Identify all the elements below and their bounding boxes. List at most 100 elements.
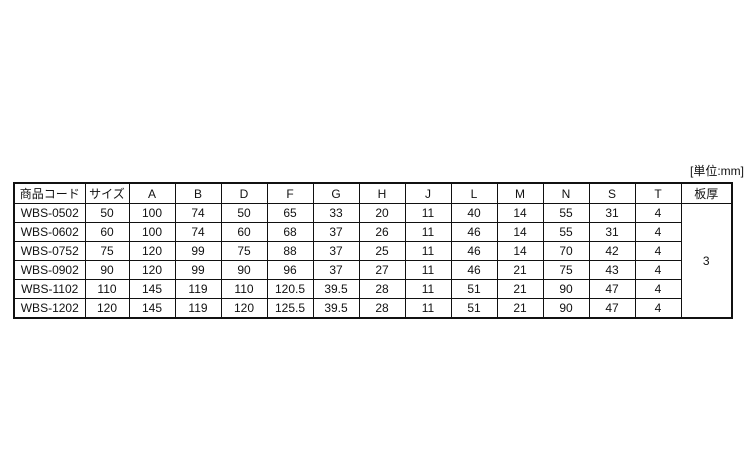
unit-label: [単位:mm] (690, 164, 744, 178)
table-cell: 42 (588, 241, 636, 261)
table-cell: 11 (404, 203, 452, 223)
table-cell: 11 (404, 298, 452, 319)
table-cell: 119 (174, 279, 222, 299)
table-cell: 145 (128, 279, 176, 299)
product-code-cell: WBS-0502 (13, 203, 86, 223)
table-cell: 43 (588, 260, 636, 280)
table-cell: 99 (174, 260, 222, 280)
table-cell: 4 (634, 298, 682, 319)
header-m: M (496, 182, 544, 204)
table-cell: 99 (174, 241, 222, 261)
plate-thickness-cell: 3 (680, 203, 733, 319)
table-cell: 68 (266, 222, 314, 242)
table-cell: 14 (496, 222, 544, 242)
header-j: J (404, 182, 452, 204)
table-cell: 74 (174, 203, 222, 223)
table-cell: 31 (588, 203, 636, 223)
table-cell: 4 (634, 260, 682, 280)
table-cell: 14 (496, 203, 544, 223)
table-cell: 31 (588, 222, 636, 242)
table-cell: 40 (450, 203, 498, 223)
table-cell: 51 (450, 298, 498, 319)
product-code-cell: WBS-1202 (13, 298, 86, 319)
table-row: WBS-1102 110 145 119 110 120.5 39.5 28 1… (13, 279, 732, 299)
table-cell: 70 (542, 241, 590, 261)
table-row: WBS-0602 60 100 74 60 68 37 26 11 46 14 … (13, 222, 732, 242)
table-cell: 4 (634, 241, 682, 261)
table-cell: 51 (450, 279, 498, 299)
table-cell: 46 (450, 241, 498, 261)
table-cell: 125.5 (266, 298, 314, 319)
table-cell: 110 (220, 279, 268, 299)
table-cell: 74 (174, 222, 222, 242)
table-cell: 75 (84, 241, 130, 261)
header-n: N (542, 182, 590, 204)
table-cell: 100 (128, 203, 176, 223)
table-cell: 145 (128, 298, 176, 319)
table-cell: 11 (404, 279, 452, 299)
header-s: S (588, 182, 636, 204)
table-cell: 11 (404, 222, 452, 242)
table-cell: 110 (84, 279, 130, 299)
table-row: WBS-0902 90 120 99 90 96 37 27 11 46 21 … (13, 260, 732, 280)
table-cell: 90 (84, 260, 130, 280)
header-a: A (128, 182, 176, 204)
table-cell: 25 (358, 241, 406, 261)
table-cell: 4 (634, 222, 682, 242)
header-row: 商品コード サイズ A B D F G H J L M N S T 板厚 (13, 182, 733, 204)
table-cell: 37 (312, 241, 360, 261)
table-cell: 46 (450, 260, 498, 280)
table-cell: 28 (358, 298, 406, 319)
table-cell: 39.5 (312, 298, 360, 319)
table-cell: 26 (358, 222, 406, 242)
table-cell: 21 (496, 279, 544, 299)
header-t: T (634, 182, 682, 204)
table-cell: 46 (450, 222, 498, 242)
table-cell: 47 (588, 279, 636, 299)
header-h: H (358, 182, 406, 204)
table-cell: 37 (312, 222, 360, 242)
table-cell: 75 (542, 260, 590, 280)
table-cell: 4 (634, 279, 682, 299)
product-code-cell: WBS-0602 (13, 222, 86, 242)
table-cell: 100 (128, 222, 176, 242)
table-cell: 88 (266, 241, 314, 261)
table-cell: 27 (358, 260, 406, 280)
spec-table: 商品コード サイズ A B D F G H J L M N S T 板厚 WBS… (13, 182, 733, 319)
table-cell: 21 (496, 298, 544, 319)
header-f: F (266, 182, 314, 204)
table-cell: 4 (634, 203, 682, 223)
header-b: B (174, 182, 222, 204)
table-row: WBS-0502 50 100 74 50 65 33 20 11 40 14 … (13, 203, 733, 319)
table-cell: 90 (542, 279, 590, 299)
table-cell: 120 (84, 298, 130, 319)
table-cell: 55 (542, 203, 590, 223)
header-plate-thickness: 板厚 (680, 182, 733, 204)
table-cell: 47 (588, 298, 636, 319)
header-g: G (312, 182, 360, 204)
table-row: WBS-0752 75 120 99 75 88 37 25 11 46 14 … (13, 241, 732, 261)
table-cell: 120 (128, 241, 176, 261)
product-code-cell: WBS-0902 (13, 260, 86, 280)
table-cell: 96 (266, 260, 314, 280)
header-d: D (220, 182, 268, 204)
table-cell: 120 (128, 260, 176, 280)
table-cell: 37 (312, 260, 360, 280)
table-cell: 14 (496, 241, 544, 261)
table-cell: 20 (358, 203, 406, 223)
table-cell: 60 (220, 222, 268, 242)
table-cell: 33 (312, 203, 360, 223)
table-cell: 120.5 (266, 279, 314, 299)
table-cell: 119 (174, 298, 222, 319)
table-cell: 21 (496, 260, 544, 280)
table-cell: 50 (84, 203, 130, 223)
table-cell: 60 (84, 222, 130, 242)
table-cell: 75 (220, 241, 268, 261)
table-cell: 11 (404, 260, 452, 280)
table-cell: 55 (542, 222, 590, 242)
table-cell: 90 (220, 260, 268, 280)
table-cell: 50 (220, 203, 268, 223)
table-cell: 11 (404, 241, 452, 261)
header-l: L (450, 182, 498, 204)
